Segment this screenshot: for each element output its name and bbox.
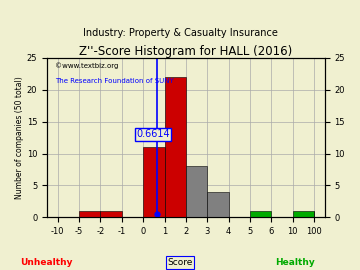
Text: ©www.textbiz.org: ©www.textbiz.org: [55, 62, 119, 69]
Text: Score: Score: [167, 258, 193, 267]
Bar: [79, 211, 100, 217]
Bar: [186, 166, 207, 217]
Bar: [207, 192, 229, 217]
Y-axis label: Number of companies (50 total): Number of companies (50 total): [15, 76, 24, 199]
Text: The Research Foundation of SUNY: The Research Foundation of SUNY: [55, 79, 174, 85]
Bar: [293, 211, 314, 217]
Text: Healthy: Healthy: [275, 258, 315, 267]
Title: Z''-Score Histogram for HALL (2016): Z''-Score Histogram for HALL (2016): [79, 45, 293, 58]
Text: Unhealthy: Unhealthy: [21, 258, 73, 267]
Text: Industry: Property & Casualty Insurance: Industry: Property & Casualty Insurance: [82, 28, 278, 38]
Bar: [100, 211, 122, 217]
Bar: [143, 147, 165, 217]
Text: 0.6614: 0.6614: [136, 129, 170, 139]
Bar: [250, 211, 271, 217]
Bar: [165, 77, 186, 217]
